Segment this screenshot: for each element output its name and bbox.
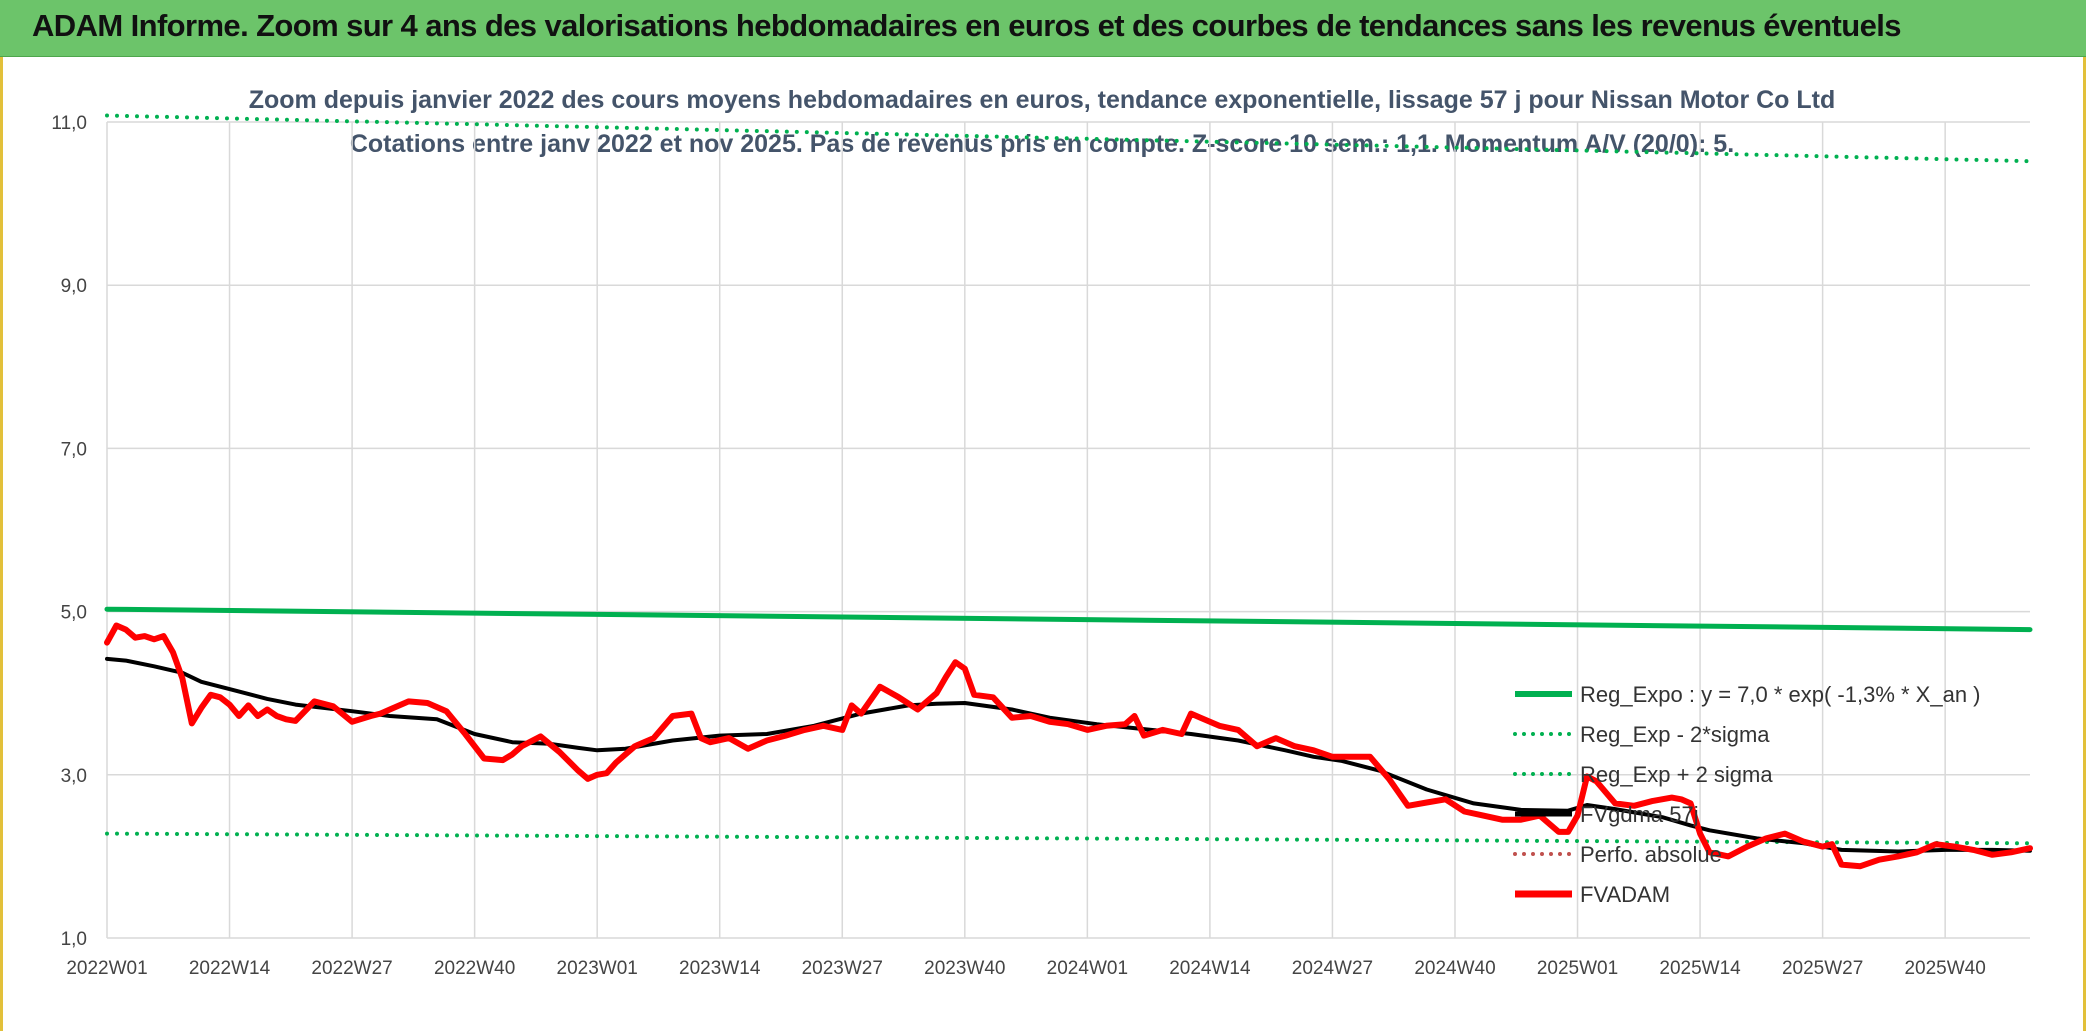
x-tick-label: 2024W14: [1169, 958, 1251, 979]
x-tick-label: 2025W40: [1904, 958, 1985, 979]
x-tick-label: 2022W27: [311, 958, 392, 979]
x-tick-label: 2024W40: [1414, 958, 1495, 979]
x-tick-label: 2024W27: [1292, 958, 1373, 979]
legend-label: Perfo. absolue: [1580, 842, 1722, 867]
report-title: ADAM Informe. Zoom sur 4 ans des valoris…: [32, 8, 1902, 43]
legend-label: Reg_Exp + 2 sigma: [1580, 762, 1773, 787]
x-tick-label: 2022W14: [189, 958, 271, 979]
x-tick-label: 2025W01: [1537, 958, 1618, 979]
y-tick-label: 3,0: [61, 766, 87, 787]
x-tick-label: 2024W01: [1047, 958, 1128, 979]
series-line: [104, 606, 2033, 633]
legend-label: Reg_Exp - 2*sigma: [1580, 722, 1770, 747]
chart-subtitle: Cotations entre janv 2022 et nov 2025. P…: [350, 130, 1734, 158]
chart-title: Zoom depuis janvier 2022 des cours moyen…: [249, 86, 1836, 114]
y-tick-label: 11,0: [51, 113, 87, 134]
legend-label: FVgdma 57j: [1580, 802, 1699, 827]
series-line: [105, 113, 2032, 164]
y-tick-label: 7,0: [61, 439, 87, 460]
y-tick-label: 5,0: [61, 603, 87, 624]
x-tick-label: 2025W27: [1782, 958, 1863, 979]
x-tick-label: 2022W01: [66, 958, 147, 979]
x-tick-label: 2025W14: [1659, 958, 1741, 979]
x-tick-label: 2023W40: [924, 958, 1005, 979]
x-tick-label: 2023W14: [679, 958, 761, 979]
x-tick-label: 2023W27: [802, 958, 883, 979]
y-axis-ticks: 1,0 3,0 5,0 7,0 9,0 11,0: [51, 113, 87, 950]
series-line: [104, 622, 2033, 870]
series-line: [105, 656, 2032, 854]
legend-label: FVADAM: [1580, 882, 1670, 907]
series-line: [105, 831, 2032, 846]
gridlines: [106, 121, 2030, 939]
x-axis-ticks: 2022W01 2022W14 2022W27 2022W40 2023W01 2023W…: [66, 958, 1986, 979]
y-tick-label: 9,0: [61, 276, 87, 297]
data-series: [104, 113, 2033, 870]
x-tick-label: 2023W01: [557, 958, 638, 979]
legend-label: Reg_Expo : y = 7,0 * exp( -1,3% * X_an ): [1580, 682, 1981, 707]
y-tick-label: 1,0: [61, 929, 87, 950]
report-banner: ADAM Informe. Zoom sur 4 ans des valoris…: [0, 0, 2086, 57]
legend: Reg_Expo : y = 7,0 * exp( -1,3% * X_an )…: [1513, 682, 1981, 907]
x-tick-label: 2022W40: [434, 958, 515, 979]
